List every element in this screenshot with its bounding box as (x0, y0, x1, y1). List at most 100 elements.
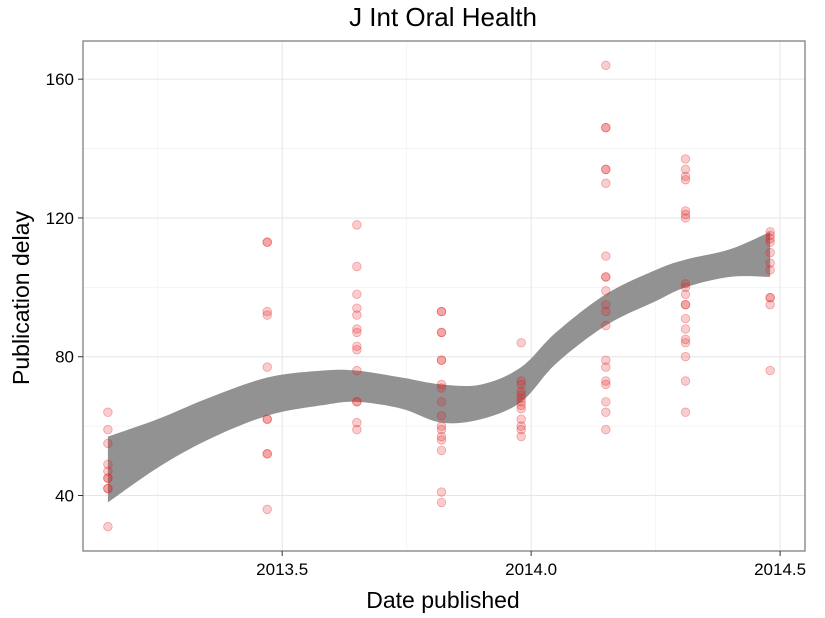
data-point (516, 421, 526, 431)
data-point (601, 164, 611, 175)
data-point (436, 355, 447, 365)
data-point (601, 164, 611, 175)
data-point (601, 286, 611, 296)
x-tick-label: 2013.5 (256, 560, 308, 579)
data-point (352, 327, 362, 338)
data-point (765, 293, 775, 303)
data-point (103, 407, 113, 417)
y-axis: 40 80 120 160 (46, 70, 83, 505)
data-point (262, 414, 272, 424)
data-point (262, 449, 272, 459)
data-point (516, 400, 526, 410)
data-points (103, 60, 775, 532)
smooth-confidence-band (107, 231, 771, 503)
data-point (765, 230, 775, 240)
data-point (352, 397, 362, 407)
data-point (601, 379, 611, 390)
data-point (436, 306, 447, 317)
data-point (516, 386, 526, 397)
data-point (262, 449, 272, 459)
data-point (103, 473, 113, 483)
data-point (601, 251, 611, 261)
data-point (436, 355, 447, 365)
data-point (103, 483, 113, 494)
data-point (601, 397, 611, 407)
data-point (680, 324, 691, 334)
data-point (436, 397, 447, 407)
data-point (680, 175, 691, 185)
data-point (601, 362, 611, 372)
data-point (601, 424, 611, 435)
grid (83, 41, 805, 551)
data-point (516, 393, 526, 404)
data-point (436, 410, 447, 421)
data-point (765, 247, 775, 258)
data-point (436, 379, 447, 390)
x-tick-label: 2014.5 (754, 560, 806, 579)
data-point (516, 424, 526, 435)
y-axis-title: Publication delay (8, 211, 34, 385)
data-point (436, 445, 447, 456)
data-point (352, 397, 362, 407)
data-point (352, 324, 362, 334)
data-point (765, 265, 775, 275)
data-point (601, 407, 611, 417)
data-point (516, 397, 526, 407)
data-point (680, 338, 691, 348)
data-point (680, 299, 691, 310)
y-tick-label: 160 (46, 70, 74, 89)
data-point (352, 341, 362, 352)
data-point (352, 345, 362, 355)
plot-border (82, 40, 806, 552)
chart-title: J Int Oral Health (349, 2, 537, 32)
data-point (262, 504, 272, 515)
data-point (352, 289, 362, 299)
y-tick-label: 40 (55, 486, 74, 505)
data-point (103, 483, 113, 494)
data-point (352, 310, 362, 320)
data-point (601, 123, 611, 133)
data-point (103, 438, 113, 449)
data-point (436, 327, 447, 338)
data-point (601, 355, 611, 365)
data-point (436, 383, 447, 393)
x-axis: 2013.5 2014.0 2014.5 (256, 551, 806, 579)
data-point (103, 459, 113, 469)
data-point (436, 497, 447, 508)
data-point (765, 258, 775, 268)
data-point (436, 306, 447, 317)
data-point (601, 306, 611, 317)
data-point (103, 424, 113, 435)
data-point (262, 362, 272, 372)
plot-background (83, 41, 805, 551)
data-point (436, 327, 447, 338)
data-point (516, 390, 526, 400)
data-point (765, 365, 775, 376)
data-point (601, 376, 611, 386)
data-point (103, 522, 113, 532)
data-point (601, 299, 611, 310)
data-point (436, 435, 447, 445)
data-point (352, 424, 362, 435)
data-point (436, 487, 447, 497)
data-point (516, 431, 526, 442)
data-point (516, 414, 526, 424)
data-point (436, 424, 447, 435)
data-point (262, 237, 272, 247)
data-point (352, 220, 362, 230)
data-point (352, 365, 362, 376)
data-point (680, 154, 691, 164)
data-point (262, 306, 272, 317)
data-point (516, 404, 526, 414)
data-point (601, 272, 611, 282)
x-tick-label: 2014.0 (505, 560, 557, 579)
data-point (601, 320, 611, 331)
data-point (352, 417, 362, 428)
data-point (680, 282, 691, 293)
data-point (765, 227, 775, 237)
data-point (765, 237, 775, 247)
data-point (601, 272, 611, 282)
data-point (765, 293, 775, 303)
data-point (262, 414, 272, 424)
